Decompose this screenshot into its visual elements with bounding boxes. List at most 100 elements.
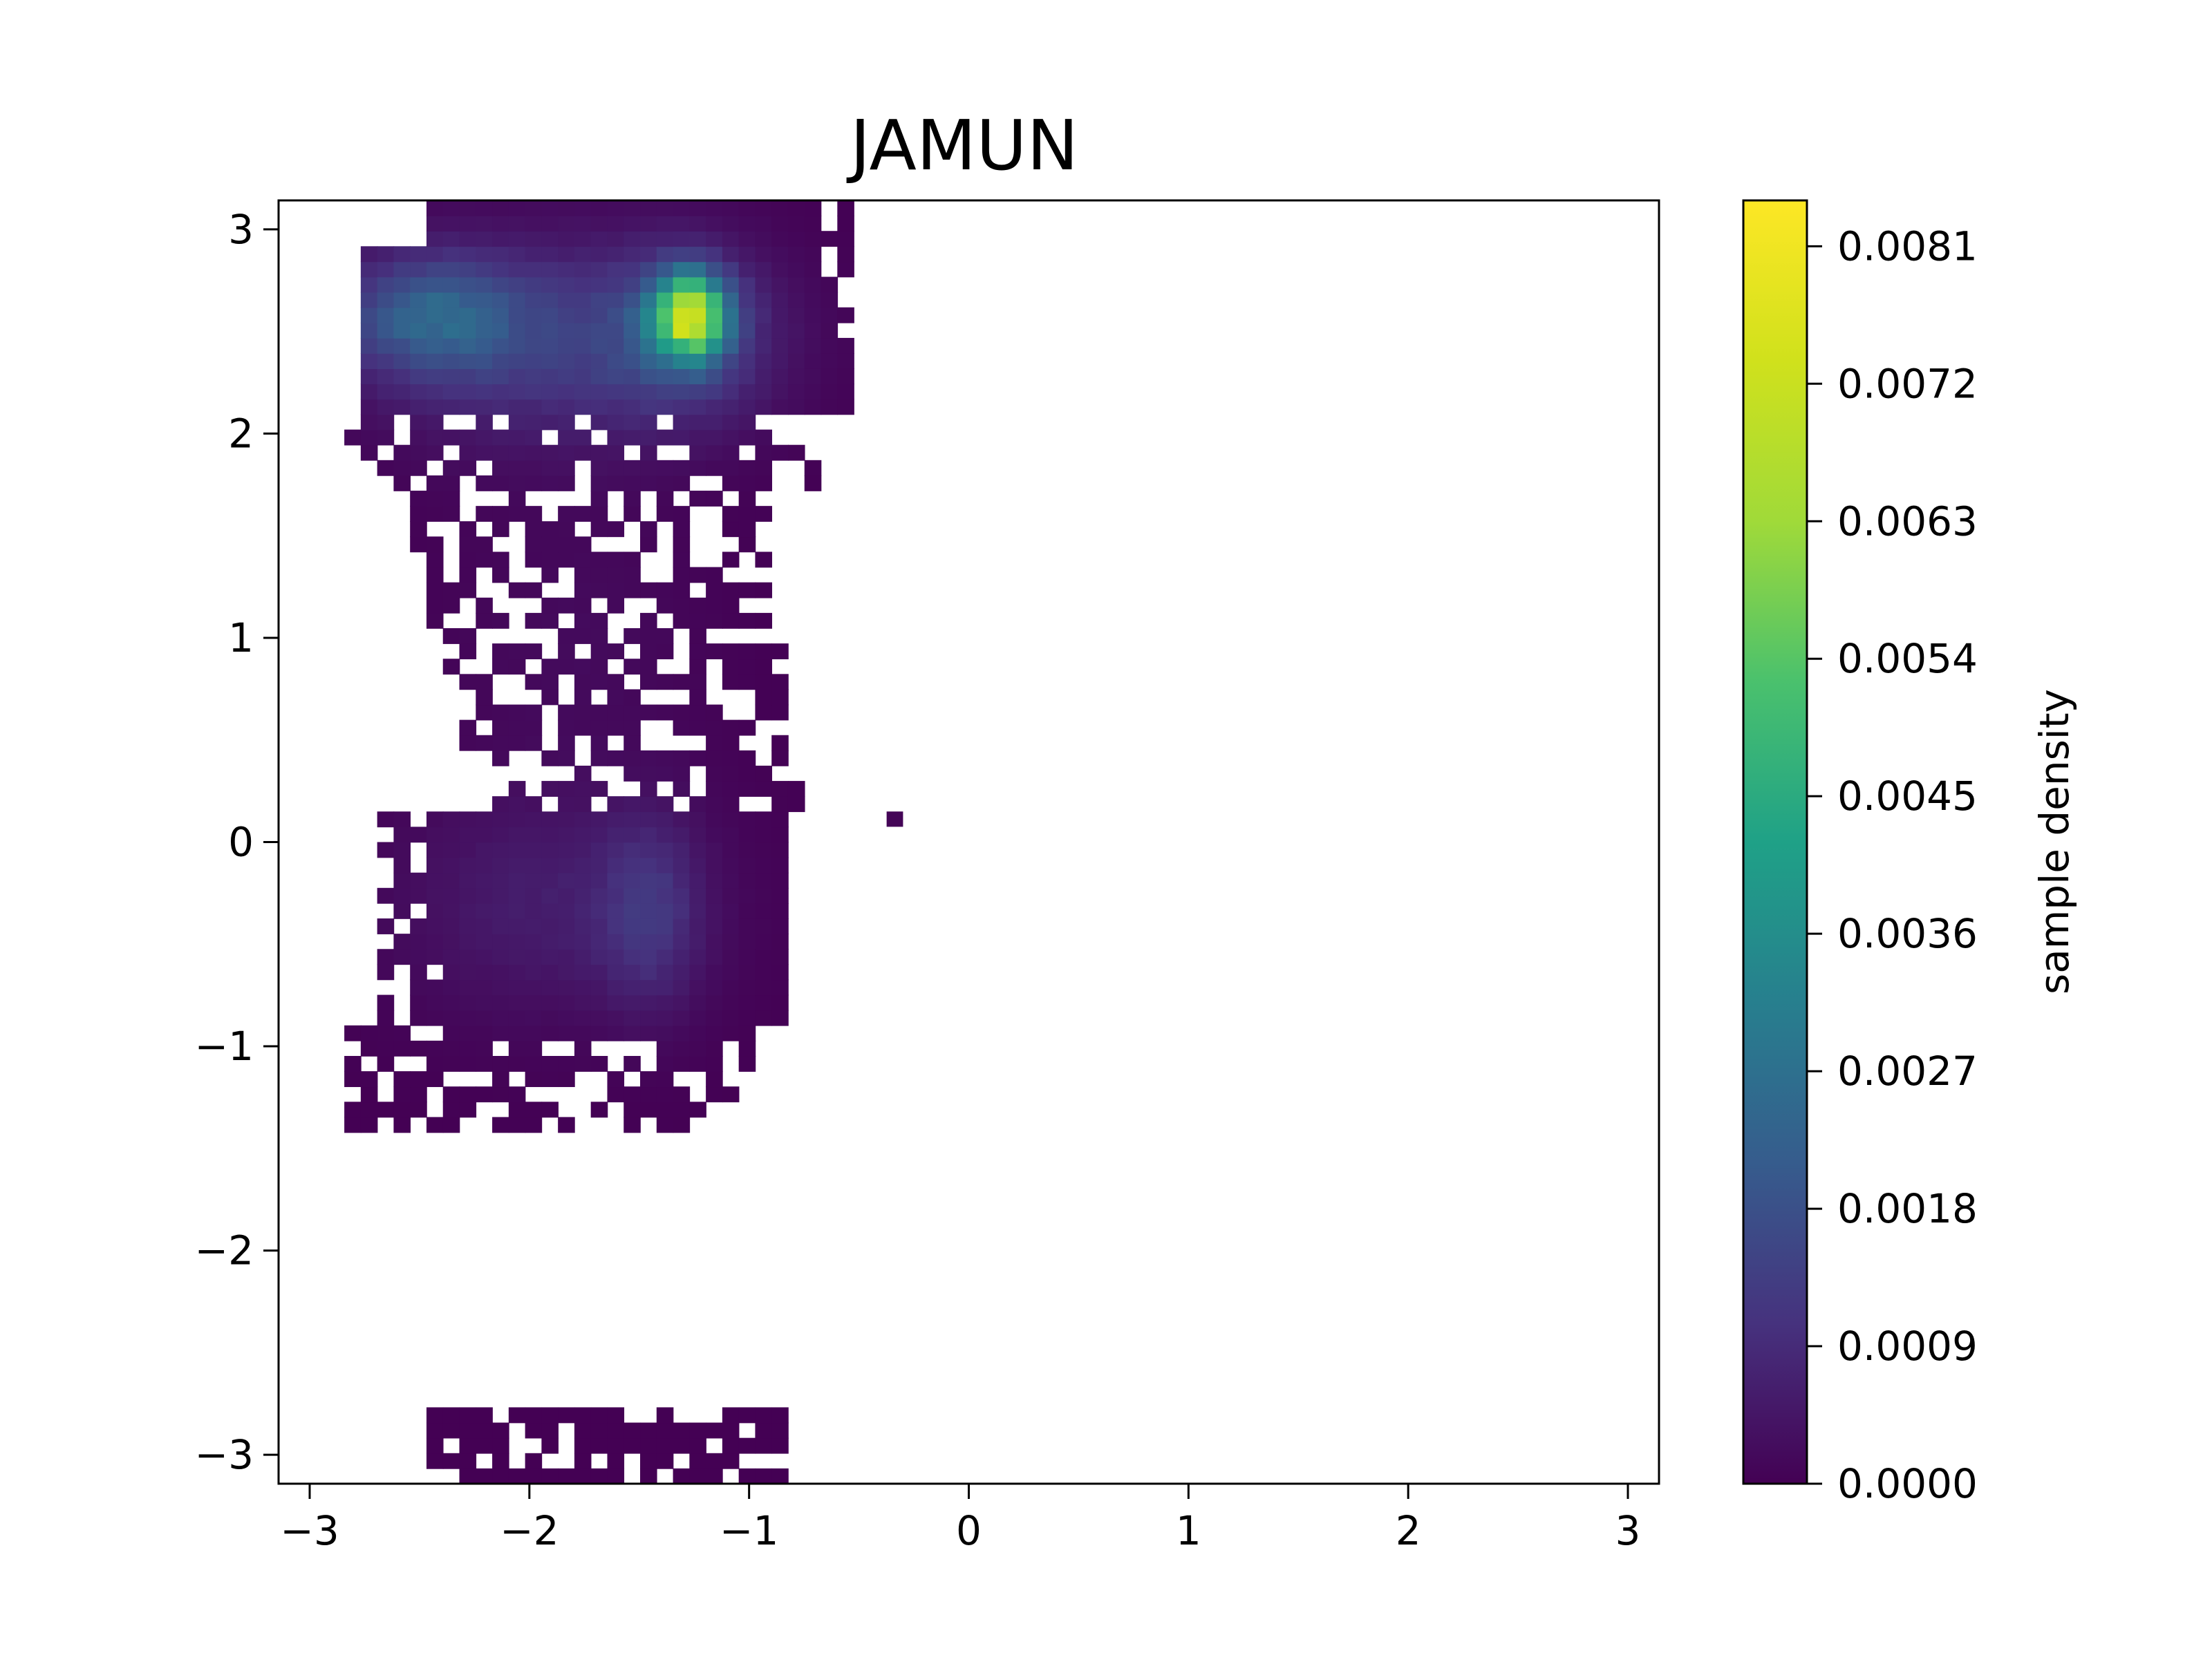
heatmap-cell (508, 200, 526, 216)
heatmap-cell (787, 200, 805, 216)
heatmap-cell (624, 842, 641, 858)
heatmap-cell (706, 765, 723, 782)
heatmap-cell (706, 429, 723, 446)
heatmap-cell (755, 429, 773, 446)
heatmap-cell (706, 1422, 723, 1439)
heatmap-cell (722, 322, 740, 339)
heatmap-cell (673, 521, 691, 538)
heatmap-cell (738, 765, 756, 782)
heatmap-cell (656, 261, 674, 278)
heatmap-cell (706, 1453, 723, 1469)
heatmap-cell (492, 918, 509, 934)
heatmap-cell (673, 1086, 691, 1103)
heatmap-cell (393, 842, 411, 858)
heatmap-cell (459, 857, 477, 874)
heatmap-cell (442, 1010, 460, 1026)
heatmap-cell (673, 399, 691, 415)
heatmap-cell (426, 276, 444, 293)
heatmap-cell (393, 811, 411, 828)
heatmap-cell (476, 536, 493, 553)
heatmap-cell (558, 322, 575, 339)
heatmap-cell (525, 460, 543, 476)
heatmap-cell (706, 612, 723, 629)
x-tick-label: 0 (956, 1507, 982, 1554)
heatmap-cell (525, 444, 543, 461)
heatmap-cell (541, 659, 559, 675)
heatmap-cell (459, 643, 477, 660)
heatmap-cell (377, 1025, 395, 1041)
heatmap-cell (673, 1468, 691, 1484)
heatmap-cell (508, 659, 526, 675)
heatmap-cell (525, 918, 543, 934)
heatmap-cell (706, 781, 723, 797)
heatmap-cell (426, 475, 444, 491)
heatmap-cell (377, 368, 395, 385)
heatmap-cell (410, 444, 427, 461)
heatmap-cell (689, 1102, 706, 1118)
heatmap-cell (525, 719, 543, 736)
heatmap-cell (525, 353, 543, 369)
heatmap-cell (837, 384, 854, 400)
heatmap-cell (541, 384, 559, 400)
heatmap-cell (755, 887, 773, 904)
heatmap-cell (476, 551, 493, 568)
heatmap-cell (590, 200, 608, 216)
heatmap-cell (459, 1086, 477, 1103)
heatmap-cell (722, 261, 740, 278)
heatmap-cell (541, 1468, 559, 1484)
heatmap-cell (624, 475, 641, 491)
heatmap-cell (574, 1010, 592, 1026)
heatmap-cell (640, 918, 657, 934)
heatmap-cell (722, 597, 740, 614)
heatmap-cell (476, 322, 493, 339)
heatmap-cell (640, 337, 657, 354)
heatmap-cell (459, 399, 477, 415)
heatmap-cell (377, 353, 395, 369)
heatmap-cell (426, 429, 444, 446)
heatmap-cell (459, 307, 477, 323)
heatmap-cell (574, 1453, 592, 1469)
heatmap-cell (656, 200, 674, 216)
heatmap-cell (755, 934, 773, 950)
heatmap-cell (755, 276, 773, 293)
heatmap-cell (722, 781, 740, 797)
heatmap-cell (508, 1040, 526, 1057)
heatmap-cell (624, 659, 641, 675)
heatmap-cell (706, 353, 723, 369)
heatmap-cell (640, 1010, 657, 1026)
heatmap-cell (771, 200, 789, 216)
colorbar-tick-label: 0.0054 (1837, 635, 1978, 682)
heatmap-cell (738, 918, 756, 934)
heatmap-cell (574, 399, 592, 415)
heatmap-cell (689, 903, 706, 919)
heatmap-cell (738, 353, 756, 369)
heatmap-cell (590, 735, 608, 751)
heatmap-cell (624, 765, 641, 782)
heatmap-cell (607, 276, 625, 293)
heatmap-cell (656, 750, 674, 766)
heatmap-cell (410, 949, 427, 965)
heatmap-cell (722, 521, 740, 538)
heatmap-cell (492, 506, 509, 522)
heatmap-cell (558, 903, 575, 919)
heatmap-cell (476, 246, 493, 263)
heatmap-cell (377, 414, 395, 431)
heatmap-cell (771, 674, 789, 690)
heatmap-cell (558, 811, 575, 828)
heatmap-cell (344, 1071, 362, 1088)
heatmap-cell (590, 353, 608, 369)
heatmap-cell (541, 276, 559, 293)
heatmap-cell (656, 1086, 674, 1103)
heatmap-cell (689, 643, 706, 660)
heatmap-cell (624, 1117, 641, 1133)
heatmap-cell (508, 964, 526, 981)
heatmap-cell (689, 1025, 706, 1041)
heatmap-cell (689, 628, 706, 644)
heatmap-cell (624, 582, 641, 598)
heatmap-cell (624, 719, 641, 736)
heatmap-cell (706, 597, 723, 614)
heatmap-cell (541, 536, 559, 553)
heatmap-cell (492, 903, 509, 919)
heatmap-cell (525, 337, 543, 354)
